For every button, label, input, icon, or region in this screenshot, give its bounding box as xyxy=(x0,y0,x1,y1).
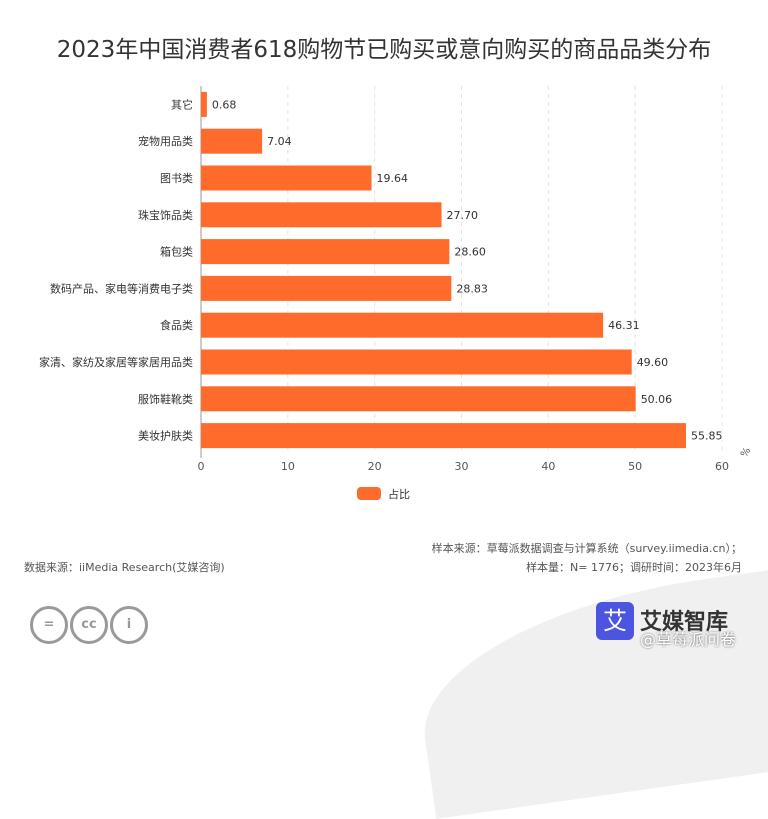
bar xyxy=(201,165,372,191)
category-label: 箱包类 xyxy=(160,245,193,259)
unit-label: % xyxy=(739,446,753,460)
value-label: 46.31 xyxy=(608,319,640,332)
data-source: 数据来源：iiMedia Research(艾媒咨询) xyxy=(24,561,225,574)
value-label: 28.60 xyxy=(454,246,486,259)
bar xyxy=(201,91,207,117)
x-tick-label: 40 xyxy=(541,460,555,473)
value-label: 7.04 xyxy=(267,135,292,148)
x-tick-label: 50 xyxy=(628,460,642,473)
value-label: 19.64 xyxy=(377,172,409,185)
category-label: 美妆护肤类 xyxy=(138,429,193,443)
bar xyxy=(201,423,686,449)
bar xyxy=(201,386,636,412)
bar xyxy=(201,312,604,338)
x-tick-label: 30 xyxy=(455,460,469,473)
bar xyxy=(201,202,442,228)
value-label: 55.85 xyxy=(691,430,723,443)
category-label: 其它 xyxy=(171,97,193,111)
x-tick-label: 20 xyxy=(368,460,382,473)
cc-by-person-icon: i xyxy=(110,606,148,644)
watermark: @草莓派问卷 xyxy=(640,630,737,649)
category-label: 家清、家纺及家居等家居用品类 xyxy=(39,355,193,369)
category-label: 食品类 xyxy=(160,318,193,332)
value-label: 27.70 xyxy=(447,209,479,222)
legend-swatch xyxy=(357,487,381,500)
category-label: 珠宝饰品类 xyxy=(138,208,193,222)
cc-icon: cc xyxy=(70,606,108,644)
value-label: 0.68 xyxy=(212,98,237,111)
value-label: 50.06 xyxy=(641,393,673,406)
category-label: 数码产品、家电等消费电子类 xyxy=(50,281,193,295)
value-label: 49.60 xyxy=(637,356,669,369)
cc-equals-icon: = xyxy=(30,606,68,644)
x-tick-label: 0 xyxy=(198,460,205,473)
sample-source: 样本来源：草莓派数据调查与计算系统（survey.iimedia.cn）； xyxy=(431,542,742,555)
bar xyxy=(201,239,450,265)
sample-size: 样本量：N= 1776；调研时间：2023年6月 xyxy=(526,561,742,574)
brand-name: 艾媒智库 xyxy=(640,610,729,635)
decorative-background xyxy=(408,551,768,819)
bar xyxy=(201,128,263,154)
category-label: 图书类 xyxy=(160,171,193,185)
bar-chart: 0 10 20 30 40 50 60% 其它 0.68 宠物用品类 7.04 图书类 19.64 珠宝饰… xyxy=(39,86,753,501)
legend-label: 占比 xyxy=(388,487,410,501)
value-label: 28.83 xyxy=(456,282,488,295)
chart-title: 2023年中国消费者618购物节已购买或意向购买的商品品类分布 xyxy=(56,37,712,63)
bar xyxy=(201,275,452,301)
category-label: 宠物用品类 xyxy=(138,134,193,148)
x-tick-label: 60 xyxy=(715,460,729,473)
iimedia-logo-icon: 艾 xyxy=(596,602,634,640)
category-label: 服饰鞋靴类 xyxy=(138,392,193,406)
x-tick-label: 10 xyxy=(281,460,295,473)
bar xyxy=(201,349,632,375)
